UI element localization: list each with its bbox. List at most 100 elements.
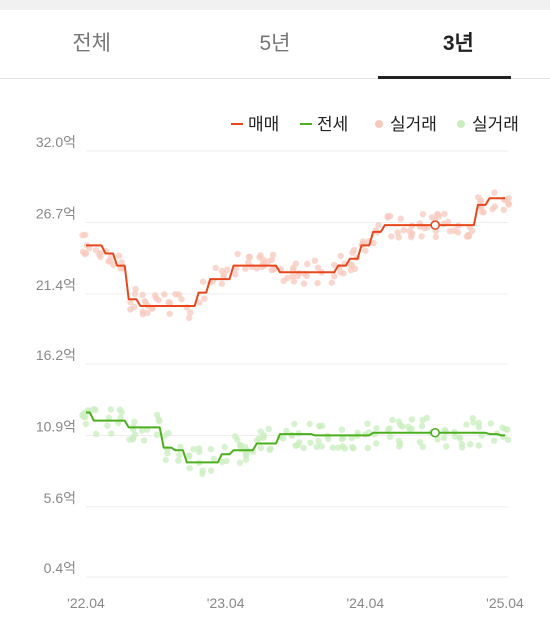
transaction-dot — [138, 427, 146, 434]
transaction-dot — [419, 211, 427, 218]
transaction-dot — [140, 437, 148, 444]
transaction-dot — [175, 457, 182, 464]
transaction-dot — [416, 438, 424, 446]
transaction-dot — [314, 279, 321, 287]
transaction-dot — [196, 299, 203, 306]
transaction-dot — [421, 224, 428, 232]
transaction-dot — [178, 296, 185, 303]
price-chart[interactable]: 32.0억 26.7억 21.4억 16.2억 10.9억 5.6억 0.4억 '22.04 '… — [0, 79, 550, 634]
transaction-dot — [395, 437, 403, 444]
transaction-dot — [207, 467, 215, 474]
transaction-dot — [176, 451, 183, 458]
legend-label: 매매 — [248, 115, 279, 134]
transaction-dot — [491, 189, 498, 196]
transaction-dot — [212, 264, 219, 272]
transaction-dot — [458, 440, 465, 448]
transaction-dot — [186, 314, 193, 321]
transaction-dot — [127, 306, 134, 313]
transaction-dot — [82, 231, 89, 238]
transaction-dot — [142, 299, 149, 306]
transaction-dot — [442, 428, 449, 435]
transaction-dot — [162, 456, 169, 464]
transaction-dot — [303, 272, 310, 280]
transaction-dot — [316, 422, 323, 430]
transaction-dot — [80, 413, 87, 421]
y-tick-label: 0.4억 — [44, 560, 76, 576]
transaction-dot — [340, 270, 347, 277]
transaction-dot — [210, 455, 217, 463]
transaction-dot — [161, 291, 168, 298]
transaction-dot — [475, 442, 483, 449]
transaction-dot — [505, 195, 512, 202]
transaction-dot — [444, 218, 452, 226]
transaction-dot — [127, 298, 134, 306]
transaction-dot — [234, 250, 241, 258]
transaction-dot — [234, 436, 241, 444]
transaction-dot — [187, 309, 194, 316]
transaction-dot — [117, 414, 124, 421]
tab-5-years[interactable]: 5년 — [259, 32, 291, 55]
legend-dot-swatch — [457, 120, 465, 128]
transaction-dot — [165, 429, 172, 437]
transaction-dot — [373, 424, 380, 432]
transaction-dot — [201, 295, 208, 302]
transaction-dot — [451, 433, 459, 440]
transaction-dot — [432, 233, 439, 241]
transaction-dot — [388, 233, 395, 240]
transaction-dot — [118, 409, 125, 416]
transaction-dot — [389, 416, 396, 424]
transaction-dot — [223, 266, 231, 273]
transaction-dot — [166, 310, 173, 317]
transaction-dot — [364, 444, 372, 452]
transaction-dot — [434, 436, 441, 443]
transaction-dot — [349, 443, 356, 451]
transaction-dot — [246, 253, 253, 261]
transaction-dot — [500, 206, 507, 214]
transaction-dot — [300, 280, 308, 287]
transaction-dot — [375, 222, 382, 229]
transaction-dot — [499, 424, 506, 431]
transaction-dot — [93, 430, 100, 438]
transaction-dot — [284, 274, 291, 282]
transaction-dot — [409, 230, 416, 237]
transaction-dot — [354, 429, 361, 436]
transaction-dot — [331, 261, 338, 269]
transaction-dot — [395, 418, 402, 425]
transaction-dot — [144, 309, 151, 317]
transaction-dot — [329, 444, 336, 451]
transaction-dot — [236, 459, 244, 466]
y-tick-label: 5.6억 — [44, 490, 76, 506]
transaction-dot — [105, 258, 112, 265]
transaction-dot — [153, 431, 161, 438]
legend-label: 실거래 — [472, 115, 519, 134]
transaction-dot — [90, 405, 97, 413]
transaction-dot — [408, 416, 416, 423]
transaction-dot — [400, 226, 407, 234]
legend-label: 전세 — [317, 115, 348, 134]
transaction-dot — [153, 411, 161, 418]
transaction-dot — [418, 233, 425, 240]
transaction-dot — [491, 437, 498, 444]
transaction-dot — [104, 422, 111, 429]
transaction-dot — [419, 443, 426, 450]
x-tick-label: '22.04 — [67, 595, 105, 611]
transaction-dot — [456, 434, 464, 441]
transaction-dot — [328, 279, 335, 286]
tab-3-years[interactable]: 3년 — [442, 32, 474, 55]
transaction-dot — [397, 215, 404, 222]
transaction-dot — [475, 194, 482, 201]
transaction-dot — [260, 432, 268, 439]
transaction-dot — [107, 406, 115, 413]
transaction-dot — [318, 443, 325, 450]
transaction-dot — [294, 272, 301, 280]
transaction-dot — [218, 280, 226, 287]
transaction-dot — [300, 444, 307, 452]
tab-all[interactable]: 전체 — [72, 32, 111, 55]
transaction-dot — [186, 465, 193, 472]
transaction-dot — [97, 249, 104, 257]
transaction-dot — [232, 265, 240, 272]
transaction-dot — [115, 252, 123, 259]
transaction-dot — [280, 435, 287, 442]
transaction-dot — [386, 433, 394, 440]
transaction-dot — [364, 420, 371, 427]
